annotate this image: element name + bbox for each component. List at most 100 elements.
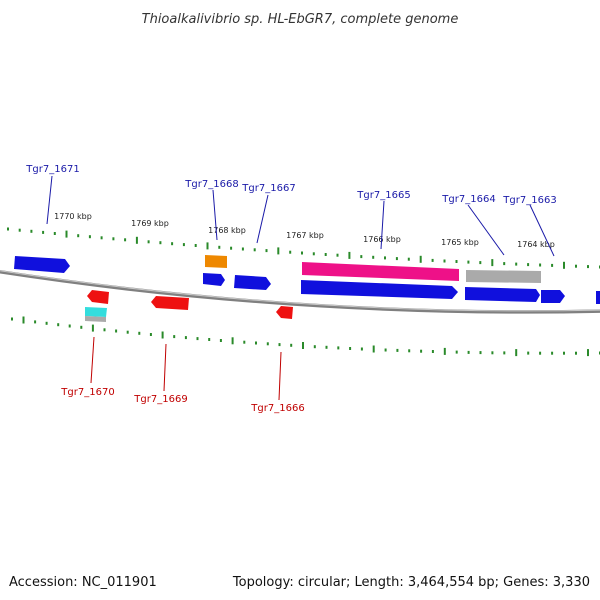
minor-tick <box>230 246 233 250</box>
minor-tick <box>219 339 222 342</box>
major-tick <box>65 230 68 238</box>
gene-tgr7-1669[interactable] <box>151 296 189 310</box>
minor-tick <box>159 241 162 245</box>
minor-tick <box>184 336 187 340</box>
gene-tgr7-1667[interactable] <box>234 275 271 290</box>
minor-tick <box>253 248 256 252</box>
minor-tick <box>147 240 150 244</box>
scale-label: 1770 kbp <box>54 212 92 221</box>
gene-label-tgr7-1667[interactable]: Tgr7_1667 <box>241 183 295 194</box>
minor-tick <box>479 351 482 355</box>
gene-label-tgr7-1664[interactable]: Tgr7_1664 <box>441 194 495 205</box>
major-tick <box>563 261 565 269</box>
major-tick <box>587 349 589 357</box>
minor-tick <box>18 228 21 232</box>
minor-tick <box>266 342 269 346</box>
gene-tgr7-1668[interactable] <box>203 273 225 286</box>
minor-tick <box>278 343 281 347</box>
genome-summary-text: Topology: circular; Length: 3,464,554 bp… <box>232 575 590 590</box>
minor-tick <box>301 251 303 255</box>
major-tick <box>161 331 164 339</box>
minor-tick <box>126 330 129 334</box>
minor-tick <box>527 351 530 355</box>
gene-tgr7-1668-orange[interactable] <box>205 255 227 268</box>
genome-backbone <box>0 269 600 314</box>
minor-tick <box>539 263 542 267</box>
leader-tgr7-1668 <box>212 189 218 241</box>
minor-tick <box>255 341 257 345</box>
gene-label-tgr7-1668[interactable]: Tgr7_1668 <box>184 179 238 190</box>
minor-tick <box>7 227 9 231</box>
minor-tick <box>455 350 458 354</box>
gene-label-tgr7-1665[interactable]: Tgr7_1665 <box>356 190 410 201</box>
label-leaders <box>46 175 555 401</box>
gene-label-tgr7-1666[interactable]: Tgr7_1666 <box>250 403 304 414</box>
minor-tick <box>337 346 340 350</box>
inner-tick-row <box>11 316 600 357</box>
major-tick <box>302 342 304 349</box>
minor-tick <box>563 351 565 355</box>
minor-tick <box>431 258 434 262</box>
gene-tgr7-1665[interactable] <box>302 262 459 281</box>
gene-tgr7-1670[interactable] <box>87 290 109 304</box>
scale-label: 1767 kbp <box>286 231 324 240</box>
leader-tgr7-1671 <box>46 175 53 225</box>
gene-forward-block[interactable] <box>465 287 540 302</box>
gene-forward-edge[interactable] <box>596 291 600 304</box>
scale-label: 1764 kbp <box>517 240 555 249</box>
gene-tgr7-1670-gray[interactable] <box>85 316 106 322</box>
minor-tick <box>312 252 315 256</box>
minor-tick <box>575 351 577 355</box>
minor-tick <box>384 348 387 352</box>
minor-tick <box>360 255 363 259</box>
gene-label-tgr7-1670[interactable]: Tgr7_1670 <box>60 387 114 398</box>
major-tick <box>419 255 422 263</box>
minor-tick <box>407 257 410 261</box>
minor-tick <box>243 340 246 344</box>
major-tick <box>22 316 25 324</box>
minor-tick <box>68 324 71 328</box>
minor-tick <box>88 235 91 239</box>
minor-tick <box>149 333 152 336</box>
minor-tick <box>57 323 60 327</box>
minor-tick <box>467 260 470 264</box>
gene-tgr7-1663[interactable] <box>541 290 565 303</box>
major-tick <box>206 242 209 250</box>
minor-tick <box>372 255 375 259</box>
reverse-genes <box>85 290 293 322</box>
major-tick <box>372 345 375 353</box>
minor-tick <box>138 331 141 335</box>
minor-tick <box>194 244 197 247</box>
minor-tick <box>515 262 518 266</box>
minor-tick <box>491 351 494 355</box>
gene-forward-long[interactable] <box>301 280 458 299</box>
minor-tick <box>34 320 37 324</box>
minor-tick <box>45 321 48 325</box>
minor-tick <box>112 237 115 241</box>
gene-tgr7-1671[interactable] <box>14 256 70 273</box>
major-tick <box>348 251 351 259</box>
gene-tgr7-1666[interactable] <box>276 306 293 319</box>
minor-tick <box>336 253 339 257</box>
gene-tgr7-1670-cyan[interactable] <box>85 307 107 317</box>
minor-tick <box>290 343 293 347</box>
minor-tick <box>30 229 33 233</box>
gene-label-tgr7-1669[interactable]: Tgr7_1669 <box>133 394 187 405</box>
minor-tick <box>384 256 386 260</box>
scale-label: 1768 kbp <box>208 226 246 235</box>
gene-tgr7-1664[interactable] <box>466 270 541 283</box>
gene-label-tgr7-1663[interactable]: Tgr7_1663 <box>502 195 556 206</box>
leader-tgr7-1669 <box>163 343 167 392</box>
minor-tick <box>103 328 106 332</box>
minor-tick <box>455 260 458 263</box>
gene-label-tgr7-1671[interactable]: Tgr7_1671 <box>25 164 79 175</box>
minor-tick <box>360 347 363 351</box>
minor-tick <box>11 317 13 321</box>
minor-tick <box>241 247 244 251</box>
minor-tick <box>218 245 221 249</box>
minor-tick <box>100 236 103 240</box>
major-tick <box>491 259 494 267</box>
minor-tick <box>503 351 506 355</box>
accession-text: Accession: NC_011901 <box>9 575 157 590</box>
